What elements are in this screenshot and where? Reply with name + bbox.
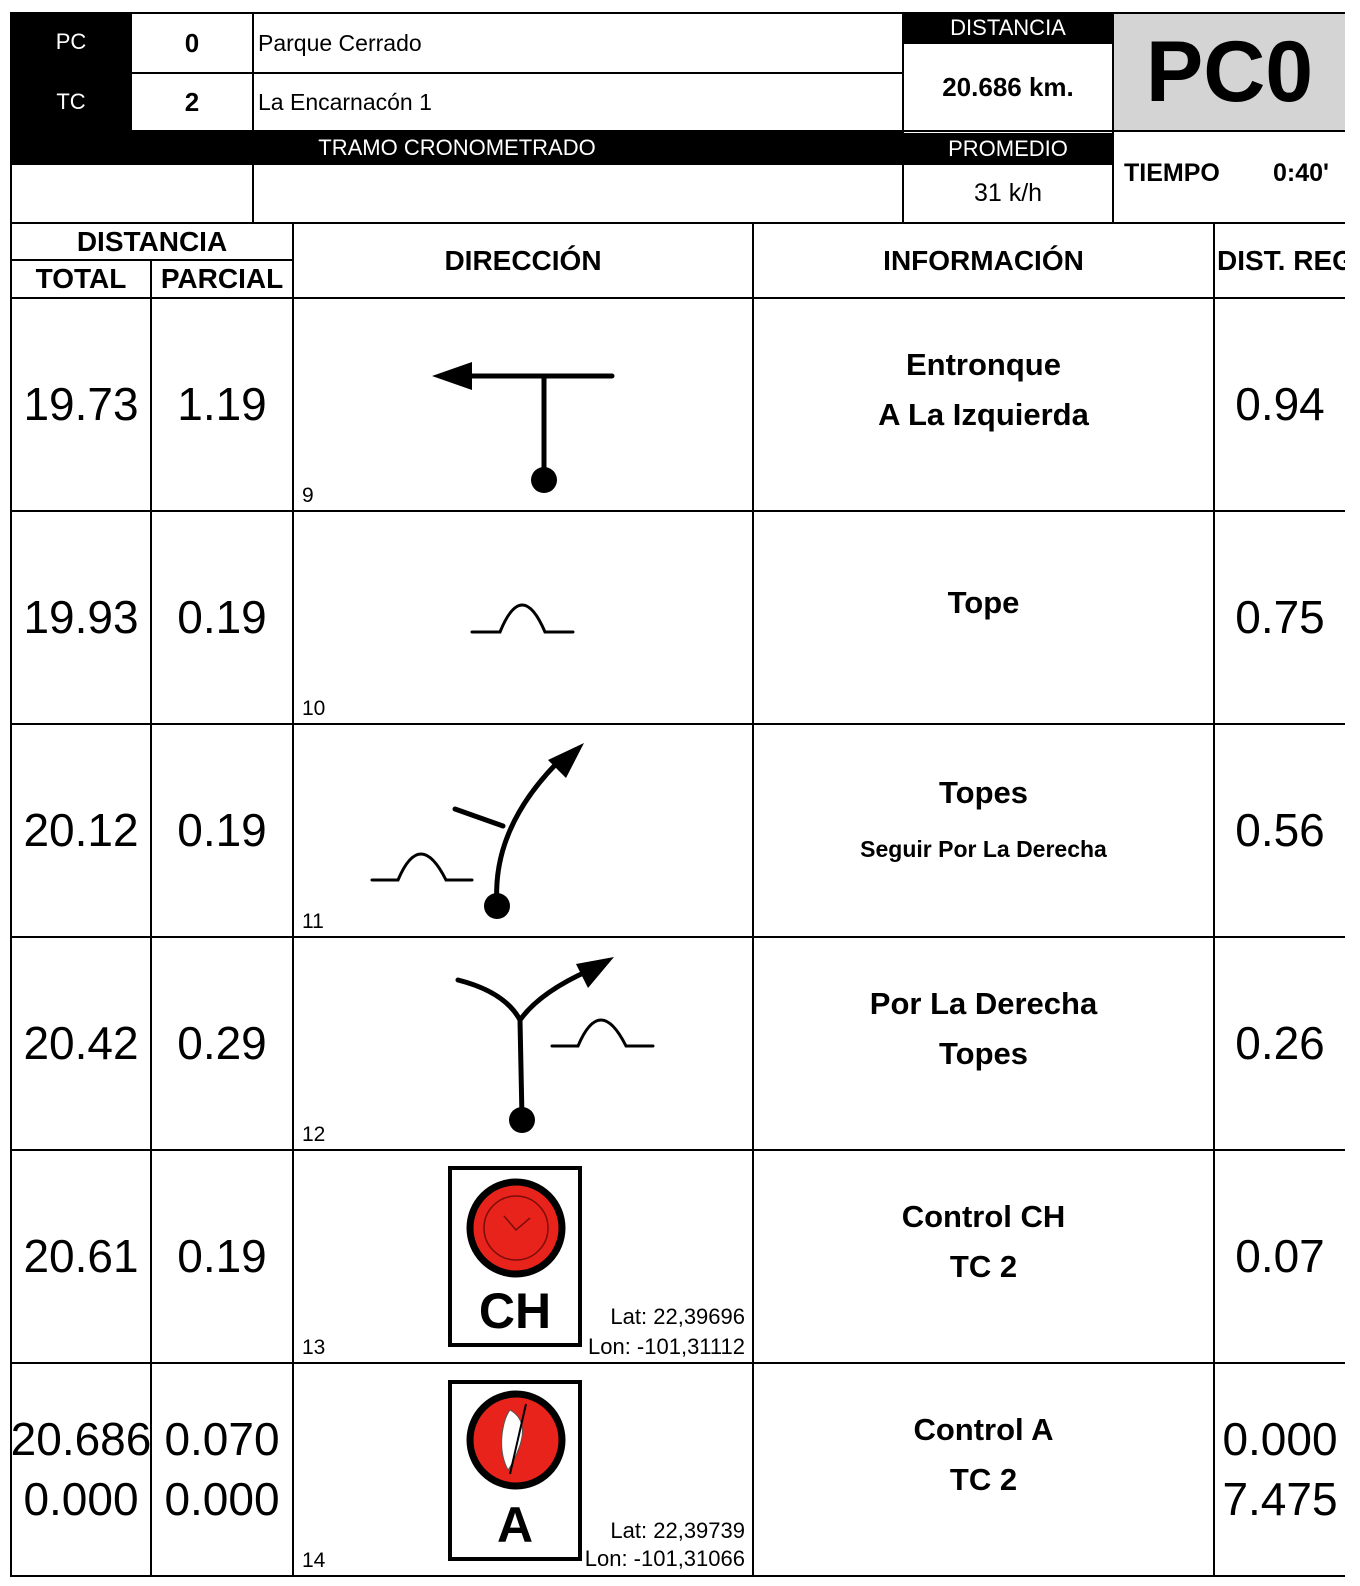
info-line: Topes [939, 1035, 1028, 1071]
flag [501, 1409, 523, 1471]
dist-reg-value: 0.94 [1235, 377, 1325, 430]
distancia-label: DISTANCIA [902, 12, 1114, 44]
total-value: 20.61 [23, 1229, 139, 1282]
total-value: 19.93 [23, 590, 139, 643]
total-value: 0.000 [23, 1472, 139, 1525]
dist-reg-value: 0.56 [1235, 803, 1325, 856]
tiempo-value: 0:40' [1273, 158, 1329, 187]
route [455, 977, 525, 1121]
coordinates: Lat: 22,39696 Lon: -101,31112 Lat: 22,39… [585, 1304, 745, 1571]
longitude: Lon: -101,31112 [588, 1334, 745, 1359]
info-line: Topes [939, 775, 1028, 811]
dist-reg-cell: 0.94 [1213, 297, 1345, 512]
instruction-number: 13 [302, 1336, 326, 1359]
instruction-number: 12 [302, 1123, 326, 1146]
flag-pole [509, 1403, 527, 1475]
parcial-value: 1.19 [177, 377, 267, 430]
info-line: Control A [913, 1411, 1054, 1447]
info-line: Por La Derecha [869, 985, 1098, 1021]
icon-fills [432, 362, 614, 1133]
badge-text: A [497, 1497, 533, 1553]
bump [550, 1018, 655, 1048]
bump [470, 603, 575, 634]
start-dot [509, 1107, 535, 1133]
dist-reg-cell: 0.000 7.475 [1213, 1362, 1345, 1577]
dist-reg-value: 0.75 [1235, 590, 1325, 643]
section-title: TRAMO CRONOMETRADO [10, 130, 904, 165]
info-cell: Control A TC 2 [752, 1362, 1215, 1577]
total-value: 20.12 [23, 803, 139, 856]
parcial-value: 0.29 [177, 1016, 267, 1069]
col-distancia: DISTANCIA [10, 222, 294, 261]
info-note: Seguir Por La Derecha [860, 835, 1107, 862]
tiempo-label: TIEMPO [1124, 158, 1220, 187]
instruction-number: 14 [302, 1549, 326, 1572]
total-cell: 20.42 [10, 936, 152, 1151]
side-road [452, 806, 506, 829]
distancia-value: 20.686 km. [902, 42, 1114, 132]
arrow-head [576, 957, 614, 988]
bump [370, 852, 474, 882]
info-line: Tope [947, 584, 1020, 620]
instruction-number: 11 [302, 910, 324, 933]
info-line: TC 2 [949, 1461, 1018, 1497]
parcial-value: 0.000 [164, 1472, 280, 1525]
arrow-head [432, 362, 472, 390]
parcial-value: 0.19 [177, 590, 267, 643]
instruction-number: 9 [302, 484, 314, 507]
info-line: A La Izquierda [878, 396, 1089, 432]
dist-reg-cell: 0.56 [1213, 723, 1345, 938]
longitude: Lon: -101,31066 [585, 1546, 745, 1571]
info-line: Control CH [901, 1198, 1066, 1234]
info-line: Entronque [906, 346, 1061, 382]
start-dot [484, 893, 510, 919]
promedio-label: PROMEDIO [902, 133, 1114, 165]
total-value: 20.42 [23, 1016, 139, 1069]
dist-reg-value: 7.475 [1222, 1472, 1338, 1525]
route [494, 761, 559, 907]
dist-reg-value: 0.26 [1235, 1016, 1325, 1069]
parcial-value: 0.19 [177, 803, 267, 856]
latitude: Lat: 22,39739 [610, 1518, 745, 1543]
pc-label: PC [10, 12, 132, 72]
arrow-head [548, 743, 584, 778]
parcial-value: 0.19 [177, 1229, 267, 1282]
dist-reg-value: 0.07 [1235, 1229, 1325, 1282]
dist-reg-value: 0.000 [1222, 1412, 1338, 1465]
parcial-value: 0.070 [164, 1412, 280, 1465]
clock-hands [503, 1215, 531, 1232]
control-code: PC0 [1112, 12, 1345, 132]
start-dot [531, 467, 557, 493]
clock-face [483, 1195, 549, 1261]
total-value: 19.73 [23, 377, 139, 430]
icon-strokes [370, 373, 655, 1121]
info-cell: Por La Derecha Topes [752, 936, 1215, 1151]
latitude: Lat: 22,39696 [610, 1304, 745, 1329]
total-value: 20.686 [10, 1412, 152, 1465]
route [517, 967, 593, 1023]
instruction-number: 10 [302, 697, 326, 720]
badge-text: CH [479, 1283, 551, 1339]
info-line: TC 2 [949, 1248, 1018, 1284]
